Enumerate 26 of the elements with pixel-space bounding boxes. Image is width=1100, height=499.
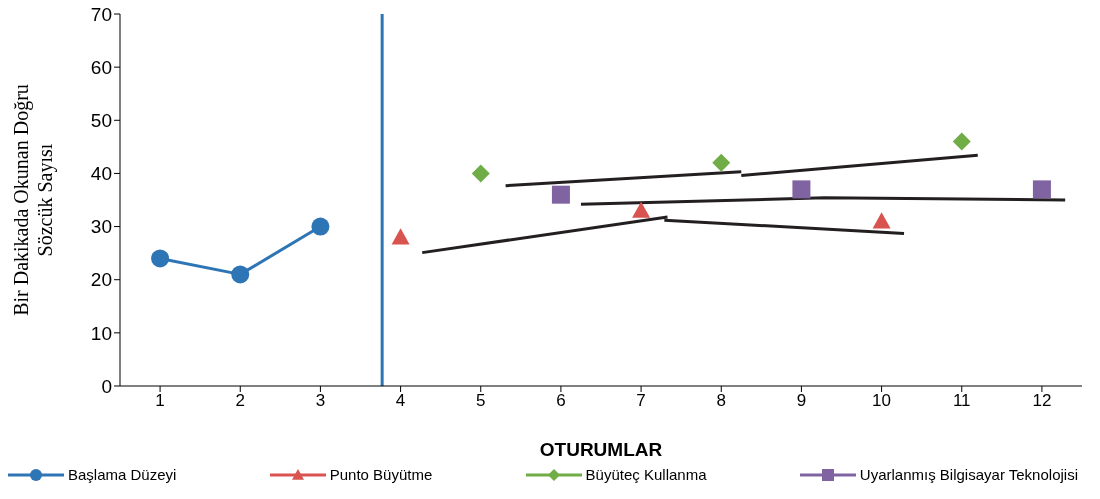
legend-label: Punto Büyütme xyxy=(329,466,433,483)
y-tick-label: 70 xyxy=(90,3,112,25)
y-tick-label: 10 xyxy=(90,322,112,344)
y-tick-label: 40 xyxy=(90,163,112,185)
y-tick-label: 0 xyxy=(101,375,112,397)
legend-label: Büyüteç Kullanma xyxy=(585,466,707,483)
x-tick-label: 10 xyxy=(872,391,892,411)
legend-label: Başlama Düzeyi xyxy=(68,466,177,483)
legend-label: Uyarlanmış Bilgisayar Teknolojisi xyxy=(859,466,1078,483)
y-tick-label: 20 xyxy=(90,269,112,291)
x-axis-title: OTURUMLAR xyxy=(539,439,663,460)
x-tick-label: 5 xyxy=(476,391,486,411)
y-tick-label: 30 xyxy=(90,216,112,238)
x-tick-label: 9 xyxy=(796,391,807,411)
y-tick-label: 50 xyxy=(90,110,112,132)
x-tick-label: 11 xyxy=(952,391,971,411)
x-tick-label: 3 xyxy=(315,391,326,411)
y-axis-title: Bir Dakikada Okunan Doğru Sözcük Sayısı xyxy=(10,84,57,316)
x-tick-label: 7 xyxy=(636,391,646,411)
x-tick-label: 8 xyxy=(716,391,726,411)
x-tick-label: 12 xyxy=(1032,391,1052,411)
x-tick-label: 1 xyxy=(155,391,165,411)
y-tick-label: 60 xyxy=(90,56,112,78)
x-tick-label: 2 xyxy=(235,391,245,411)
x-tick-label: 4 xyxy=(395,391,406,411)
x-tick-label: 6 xyxy=(556,391,566,411)
